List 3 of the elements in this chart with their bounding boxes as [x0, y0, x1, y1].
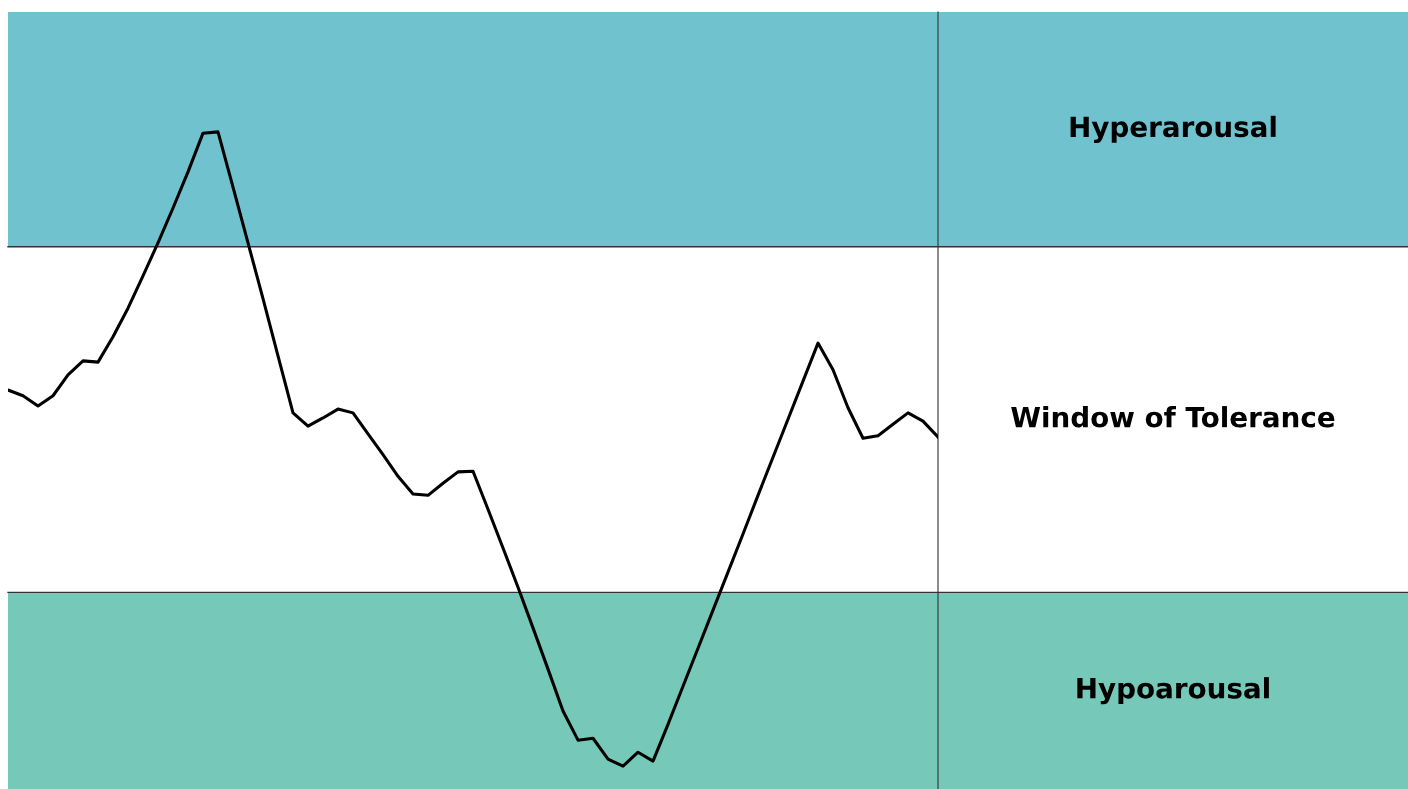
- band-label: Hypoarousal: [1077, 677, 1269, 705]
- band-label: Hyperarousal: [1070, 115, 1276, 143]
- text: Window of Tolerance: [1011, 406, 1335, 428]
